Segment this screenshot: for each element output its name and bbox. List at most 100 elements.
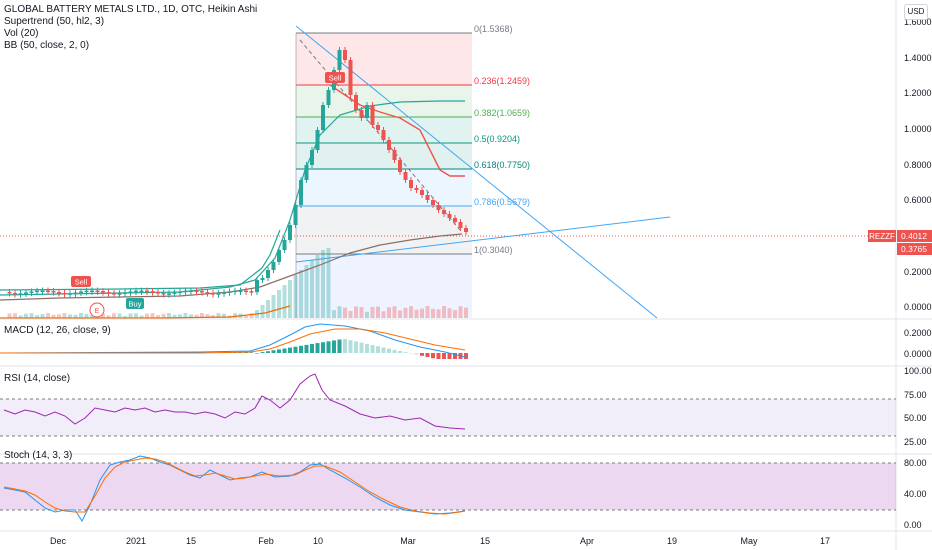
- fib-label-05: 0.5(0.9204): [474, 134, 520, 144]
- time-label: Apr: [580, 536, 594, 546]
- macd-bar: [288, 347, 292, 353]
- candle-body: [194, 290, 199, 293]
- candle-body: [117, 293, 122, 295]
- time-axis[interactable]: Dec 2021 15 Feb 10 Mar 15 Apr 19 May 17: [50, 536, 830, 546]
- volume-bar: [29, 313, 34, 318]
- volume-bar: [106, 315, 111, 318]
- supertrend-green-line: [0, 229, 281, 291]
- volume-bar: [332, 310, 336, 318]
- candle-body: [431, 200, 435, 205]
- time-label: Feb: [258, 536, 274, 546]
- rsi-title[interactable]: RSI (14, close): [4, 373, 70, 384]
- fib-label-0618: 0.618(0.7750): [474, 160, 530, 170]
- candle-body: [244, 290, 248, 293]
- macd-bar: [387, 348, 391, 353]
- volume-bar: [194, 314, 199, 318]
- macd-bar: [326, 341, 331, 353]
- buy-signal-label: Buy: [129, 300, 142, 309]
- candle-body: [84, 290, 89, 293]
- candle-body: [387, 140, 391, 150]
- supertrend-line: [329, 84, 465, 177]
- candle-body: [233, 290, 237, 293]
- candle-body: [326, 90, 331, 105]
- supertrend-legend[interactable]: Supertrend (50, hl2, 3): [4, 16, 104, 27]
- volume-bar: [101, 313, 105, 318]
- symbol-price-tag[interactable]: REZZF 0.4012 0.3765: [868, 230, 932, 255]
- sell-signal-2[interactable]: Sell: [325, 72, 345, 83]
- volume-bar: [277, 290, 281, 318]
- candle-body: [51, 291, 56, 293]
- rsi-tick: 25.00: [904, 437, 927, 447]
- volume-bar: [183, 313, 188, 318]
- stoch-title[interactable]: Stoch (14, 3, 3): [4, 450, 72, 461]
- currency-button[interactable]: USD: [904, 4, 928, 20]
- fibonacci-retracement[interactable]: [295, 32, 472, 318]
- bb-lower-line: [0, 305, 291, 319]
- macd-bar: [277, 349, 281, 353]
- candle-body: [68, 293, 72, 295]
- macd-bar: [260, 352, 265, 353]
- volume-bar: [57, 314, 61, 318]
- buy-signal[interactable]: Buy: [126, 298, 144, 309]
- candle-body: [156, 292, 160, 294]
- fib-label-0: 0(1.5368): [474, 24, 513, 34]
- candle-body: [310, 150, 314, 165]
- ascending-trendline[interactable]: [295, 216, 671, 263]
- volume-bar: [326, 248, 331, 318]
- bb-upper-line: [0, 100, 465, 296]
- volume-bar: [189, 314, 193, 318]
- candle-body: [271, 262, 276, 270]
- descending-trendline[interactable]: [295, 25, 658, 319]
- volume-bar: [35, 315, 39, 318]
- volume-bar: [381, 311, 386, 318]
- volume-bar: [321, 250, 325, 318]
- price-tick: 0.2000: [904, 267, 932, 277]
- macd-title[interactable]: MACD (12, 26, close, 9): [4, 325, 111, 336]
- symbol-tag: REZZF: [869, 232, 895, 241]
- volume-bar: [387, 307, 391, 318]
- fib-label-0382: 0.382(1.0659): [474, 108, 530, 118]
- candle-body: [238, 290, 243, 293]
- time-label: May: [740, 536, 758, 546]
- candle-body: [376, 125, 380, 130]
- candle-body: [464, 228, 468, 232]
- volume-bar: [310, 260, 314, 318]
- price-axis[interactable]: 1.6000 1.4000 1.2000 1.0000 0.8000 0.600…: [904, 17, 932, 312]
- sell-signal-2-label: Sell: [329, 74, 342, 83]
- volume-bar: [112, 313, 116, 318]
- volume-bar: [145, 313, 149, 318]
- volume-bar: [365, 311, 369, 318]
- volume-bar: [244, 315, 248, 318]
- volume-bar: [359, 307, 364, 318]
- stoch-band: [0, 463, 896, 510]
- candle-body: [95, 290, 100, 293]
- candle-body: [46, 290, 50, 293]
- sell-signal-1[interactable]: Sell: [71, 276, 91, 287]
- chart-title[interactable]: GLOBAL BATTERY METALS LTD., 1D, OTC, Hei…: [4, 4, 257, 15]
- macd-bar: [365, 343, 369, 353]
- volume-bar: [282, 285, 287, 318]
- volume-legend[interactable]: Vol (20): [4, 28, 38, 39]
- candle-body: [343, 50, 347, 60]
- earnings-marker[interactable]: E: [89, 302, 105, 318]
- volume-bar: [299, 270, 303, 318]
- rsi-line: [3, 373, 466, 430]
- volume-bar: [414, 309, 419, 318]
- candle-body: [442, 210, 446, 214]
- candle-body: [304, 165, 309, 180]
- volume-bar: [123, 315, 127, 318]
- time-label: 15: [186, 536, 196, 546]
- volume-bar: [436, 309, 441, 318]
- volume-bar: [348, 310, 353, 318]
- candle-body: [260, 278, 265, 280]
- candle-body: [365, 105, 369, 118]
- macd-bar: [442, 353, 446, 359]
- candle-body: [266, 270, 270, 278]
- bb-legend[interactable]: BB (50, close, 2, 0): [4, 40, 89, 51]
- candle-body: [299, 180, 303, 205]
- candle-body: [370, 105, 375, 125]
- volume-bar: [453, 310, 457, 318]
- candle-body: [337, 50, 342, 70]
- volume-bar: [13, 313, 17, 318]
